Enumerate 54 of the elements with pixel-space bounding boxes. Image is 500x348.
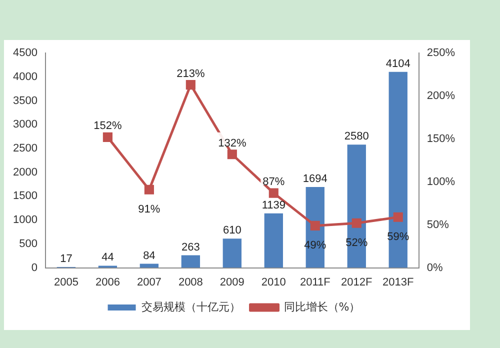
x-tick-label: 2005 bbox=[54, 276, 78, 288]
point bbox=[352, 218, 362, 228]
data-label: 213% bbox=[176, 68, 205, 80]
bar bbox=[264, 213, 283, 268]
data-label: 17 bbox=[60, 253, 72, 266]
data-label: 1694 bbox=[302, 172, 328, 185]
x-tick-label: 2013F bbox=[382, 276, 414, 288]
data-label: 4104 bbox=[386, 58, 410, 70]
bar bbox=[388, 72, 408, 268]
x-tick-label: 2010 bbox=[261, 276, 286, 288]
x-tick-label: 2009 bbox=[220, 276, 244, 288]
data-label: 84 bbox=[143, 250, 156, 262]
data-label: 1139 bbox=[262, 199, 286, 212]
x-tick-label: 2006 bbox=[95, 276, 120, 288]
y-tick-label: 4500 bbox=[12, 47, 38, 60]
x-tick-label: 2007 bbox=[136, 276, 162, 288]
y2-tick-label: 50% bbox=[426, 218, 450, 231]
data-label: 132% bbox=[218, 137, 246, 150]
data-label: 152% bbox=[94, 120, 122, 132]
x-tick-label: 2008 bbox=[178, 276, 203, 288]
point bbox=[227, 150, 237, 160]
y2-tick-label: 150% bbox=[426, 132, 456, 145]
data-label: 263 bbox=[182, 241, 200, 254]
point bbox=[144, 184, 154, 194]
legend-label: 同比增长（%） bbox=[284, 300, 360, 314]
point bbox=[268, 188, 278, 198]
y-tick-label: 1500 bbox=[12, 190, 38, 202]
bar bbox=[347, 144, 366, 268]
data-label: 44 bbox=[102, 252, 114, 264]
bar bbox=[222, 238, 242, 268]
point bbox=[186, 80, 196, 90]
data-label: 87% bbox=[262, 176, 285, 188]
point bbox=[310, 220, 320, 230]
y2-tick-label: 0% bbox=[426, 262, 443, 274]
data-label: 610 bbox=[222, 224, 242, 237]
bar bbox=[181, 255, 200, 268]
point bbox=[393, 212, 403, 222]
x-tick-label: 2012F bbox=[341, 276, 373, 288]
y-tick-label: 2500 bbox=[12, 142, 38, 154]
y-tick-label: 500 bbox=[19, 238, 38, 250]
y2-tick-label: 200% bbox=[426, 90, 456, 102]
y-tick-label: 1000 bbox=[12, 214, 38, 226]
y2-tick-label: 250% bbox=[426, 47, 456, 60]
legend-label: 交易规模（十亿元） bbox=[141, 300, 240, 314]
y-tick-label: 4000 bbox=[12, 70, 38, 83]
point bbox=[102, 132, 112, 142]
y-tick-label: 3500 bbox=[12, 94, 38, 107]
data-label: 2580 bbox=[344, 130, 369, 143]
y-tick-label: 2000 bbox=[12, 166, 38, 178]
y2-tick-label: 100% bbox=[426, 176, 456, 188]
x-tick-label: 2011F bbox=[300, 276, 331, 288]
y-tick-label: 0 bbox=[31, 262, 38, 274]
y-tick-label: 3000 bbox=[12, 118, 38, 131]
data-label: 91% bbox=[138, 204, 160, 216]
